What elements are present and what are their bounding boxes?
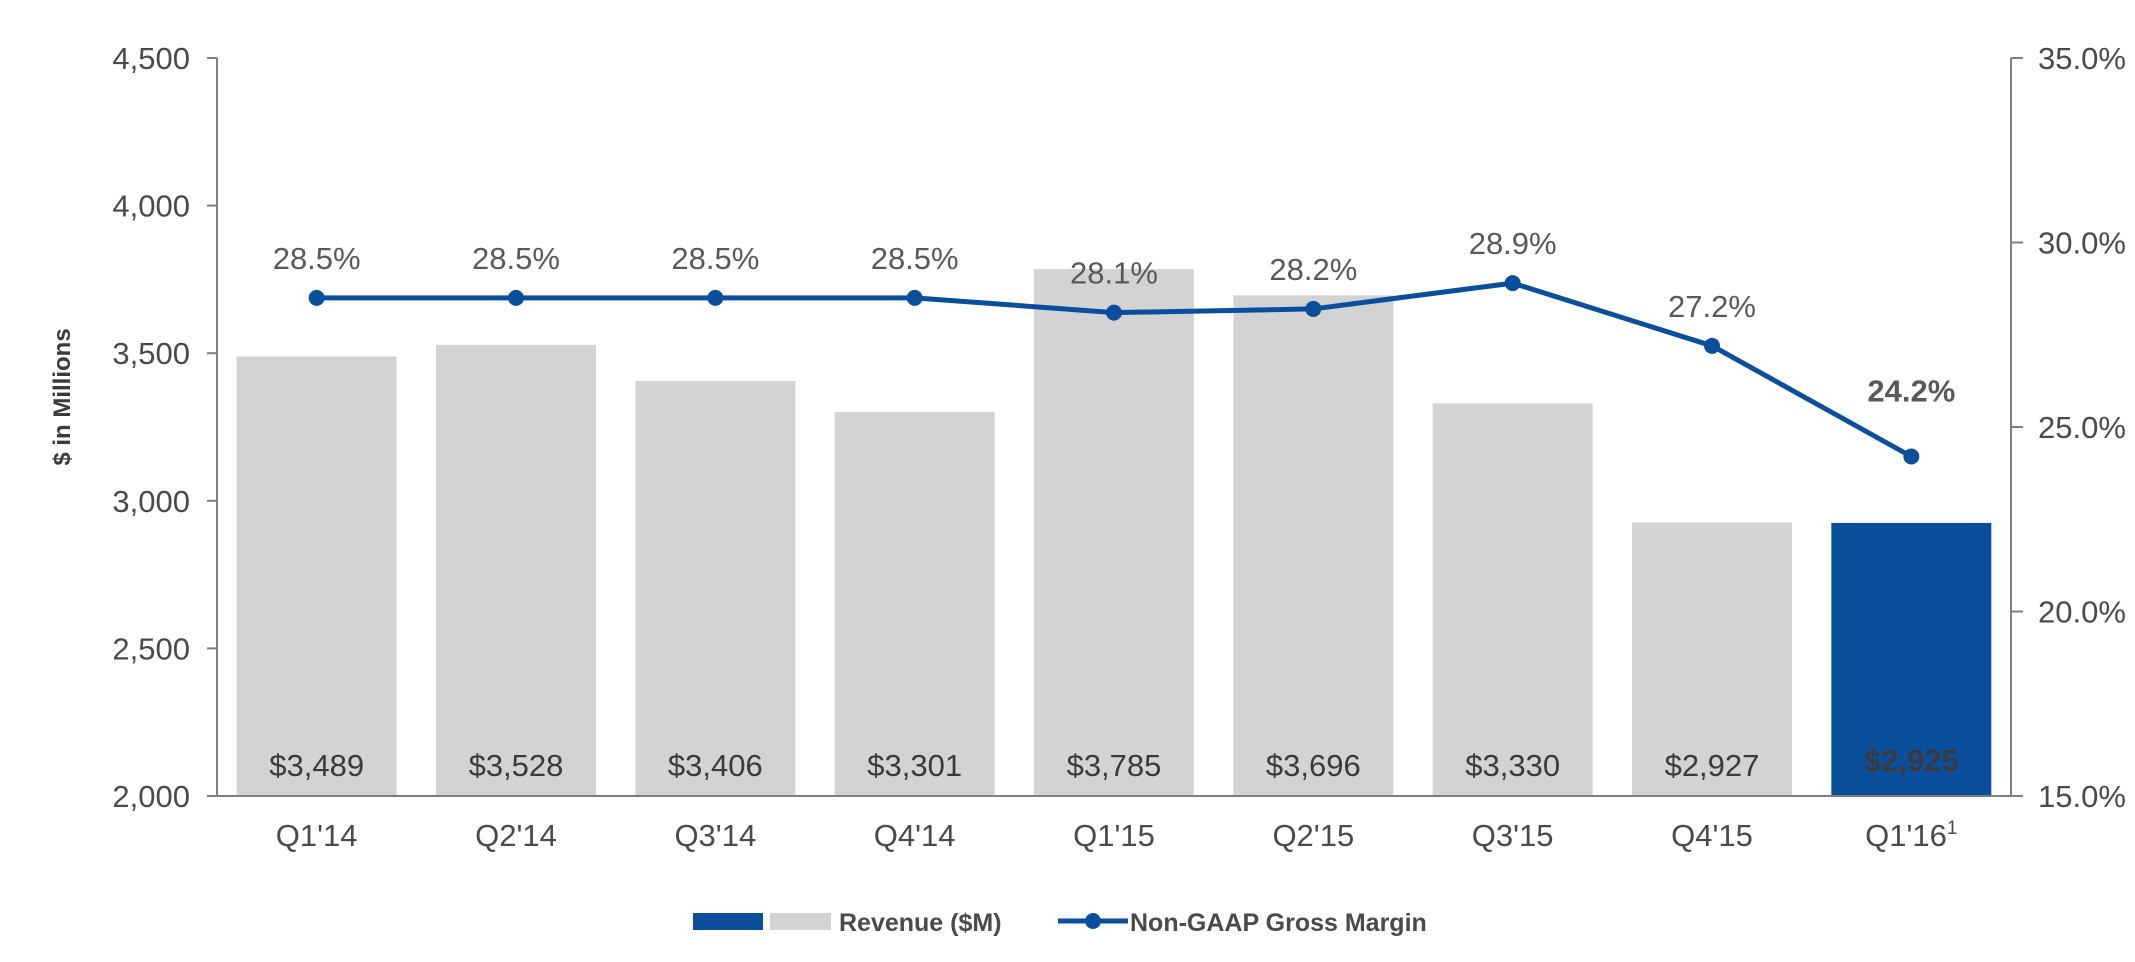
x-tick-label: Q1'14 — [276, 818, 358, 853]
margin-point — [707, 289, 724, 306]
revenue-bar-label: $3,528 — [469, 748, 564, 783]
legend-swatch-revenue — [770, 913, 831, 930]
revenue-bar — [1831, 522, 1992, 796]
legend-label-revenue: Revenue ($M) — [839, 909, 1002, 937]
margin-label: 28.9% — [1469, 226, 1557, 261]
y-tick-label: 2,500 — [112, 631, 190, 666]
right-axis-ticks: 15.0% 20.0% 25.0% 30.0% 35.0% — [2011, 41, 2126, 814]
y-tick-label: 3,500 — [112, 336, 190, 371]
x-tick-label: Q2'15 — [1272, 818, 1354, 853]
margin-point — [308, 289, 325, 306]
y2-tick-label: 20.0% — [2038, 595, 2126, 630]
revenue-bar — [834, 411, 995, 796]
revenue-bar — [436, 344, 596, 796]
x-tick-label: Q3'14 — [674, 818, 756, 853]
margin-point — [1903, 448, 1920, 465]
margin-label: 24.2% — [1867, 374, 1955, 409]
revenue-bar-label: $3,489 — [269, 748, 364, 783]
margin-label: 28.2% — [1269, 252, 1357, 287]
revenue-bar-label: $2,927 — [1665, 748, 1760, 783]
margin-point — [1504, 275, 1521, 292]
y2-tick-label: 30.0% — [2038, 226, 2126, 261]
revenue-bar — [1432, 403, 1593, 796]
revenue-bar-label: $2,925 — [1864, 743, 1959, 778]
legend-swatch-margin-marker — [1085, 913, 1101, 929]
y-tick-label: 3,000 — [112, 484, 190, 519]
revenue-bar-label: $3,406 — [668, 748, 763, 783]
x-tick-label: Q3'15 — [1472, 818, 1554, 853]
revenue-bar-label: $3,696 — [1266, 748, 1361, 783]
y-tick-label: 2,000 — [112, 779, 190, 814]
x-axis-ticks: Q1'14 Q2'14 Q3'14 Q4'14 Q1'15 Q2'15 Q3'15 Q4'15… — [276, 818, 1958, 853]
margin-line-series — [308, 275, 1920, 465]
margin-point — [508, 289, 524, 306]
y-tick-label: 4,500 — [112, 41, 190, 76]
margin-label: 27.2% — [1668, 289, 1756, 324]
margin-label: 28.1% — [1070, 256, 1158, 291]
margin-label: 28.5% — [871, 241, 959, 276]
margin-label: 28.5% — [472, 241, 560, 276]
y2-tick-label: 15.0% — [2038, 779, 2126, 814]
revenue-bars — [236, 269, 1992, 796]
y2-tick-label: 25.0% — [2038, 410, 2126, 445]
revenue-bar — [1632, 522, 1792, 796]
legend-swatch-revenue-highlight — [693, 913, 763, 930]
revenue-bar-label: $3,301 — [867, 748, 962, 783]
legend: Revenue ($M) Non-GAAP Gross Margin — [693, 909, 1427, 937]
margin-labels: 28.5% 28.5% 28.5% 28.5% 28.1% 28.2% 28.9% 27.2%… — [273, 226, 1956, 408]
revenue-bar-label: $3,785 — [1067, 748, 1162, 783]
margin-point — [1106, 304, 1122, 321]
x-tick-label: Q1'15 — [1073, 818, 1155, 853]
x-tick-label: Q4'14 — [874, 818, 956, 853]
footnote-marker: 1 — [1947, 818, 1958, 839]
y-axis-title: $ in Millions — [49, 328, 76, 465]
revenue-bar-label: $3,330 — [1465, 748, 1560, 783]
y-tick-label: 4,000 — [112, 189, 190, 224]
x-tick-label: Q2'14 — [475, 818, 557, 853]
x-tick-label: Q1'161 — [1865, 818, 1957, 853]
revenue-bar — [236, 356, 397, 796]
margin-label: 28.5% — [671, 241, 759, 276]
legend-label-margin: Non-GAAP Gross Margin — [1130, 909, 1427, 937]
margin-label: 28.5% — [273, 241, 361, 276]
margin-point — [1305, 300, 1322, 317]
revenue-bar — [1233, 295, 1394, 796]
margin-point — [906, 289, 923, 306]
y2-tick-label: 35.0% — [2038, 41, 2126, 76]
revenue-bar — [1034, 269, 1194, 796]
margin-point — [1704, 337, 1720, 354]
revenue-bar — [635, 380, 796, 796]
x-tick-label: Q4'15 — [1671, 818, 1753, 853]
revenue-bar-labels: $3,489 $3,528 $3,406 $3,301 $3,785 $3,696 $3,3… — [269, 743, 1958, 783]
left-axis-ticks: 2,000 2,500 3,000 3,500 4,000 4,500 — [112, 41, 217, 814]
